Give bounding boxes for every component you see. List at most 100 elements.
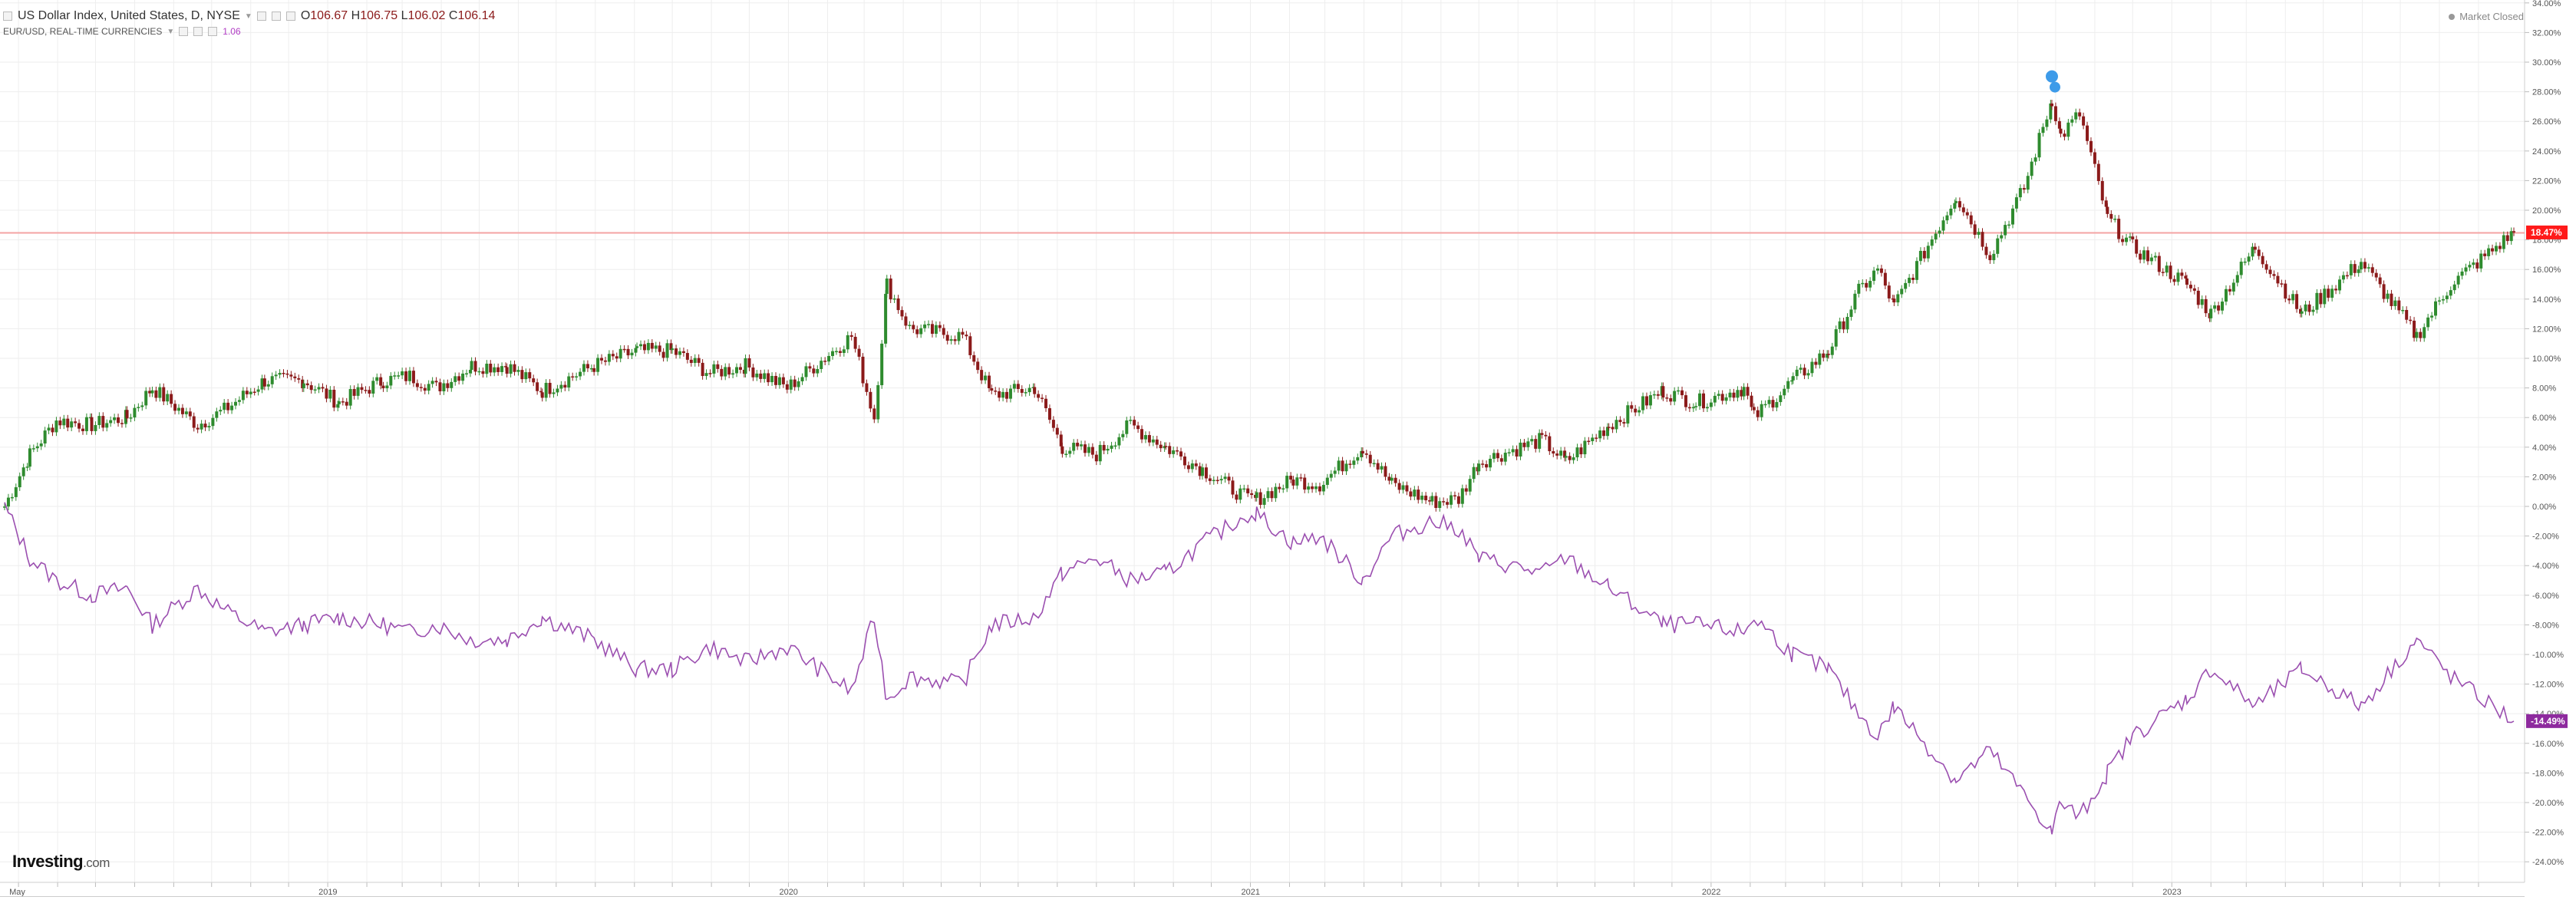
candle-body — [262, 378, 266, 387]
candle-body — [563, 384, 567, 388]
candle-body — [1790, 380, 1794, 382]
candle-body — [793, 379, 797, 387]
candle-body — [1572, 457, 1575, 460]
candle-body — [896, 298, 900, 311]
market-status-label: Market Closed — [2459, 11, 2524, 22]
candle-body — [685, 353, 689, 360]
candle-body — [2153, 255, 2157, 258]
candle-body — [1227, 476, 1231, 481]
candle-body — [2106, 206, 2109, 214]
candle-body — [1519, 442, 1522, 457]
candle-body — [446, 383, 450, 388]
candle-body — [1059, 434, 1063, 447]
candle-body — [2007, 224, 2011, 226]
candle-body — [1384, 466, 1387, 477]
candle-body — [1356, 457, 1360, 461]
candle-body — [2295, 294, 2299, 309]
event-marker-icon[interactable] — [2045, 70, 2058, 83]
candle-body — [442, 383, 446, 392]
candle-body — [1869, 281, 1872, 288]
candle-body — [885, 279, 889, 295]
candle-body — [313, 389, 317, 391]
candle-body — [2445, 295, 2449, 299]
compare-eye-icon[interactable] — [179, 27, 189, 36]
collapse-icon[interactable] — [3, 12, 12, 21]
compare-symbol-label[interactable]: EUR/USD, REAL-TIME CURRENCIES — [3, 26, 163, 37]
candle-body — [1644, 396, 1648, 406]
candle-body — [1996, 238, 2000, 254]
candle-body — [1713, 395, 1717, 403]
candle-body — [302, 383, 305, 389]
candle-body — [1456, 496, 1460, 504]
candle-body — [808, 366, 812, 369]
candle-body — [1872, 270, 1876, 282]
candle-body — [1648, 395, 1652, 406]
candle-body — [427, 384, 430, 391]
candle-body — [305, 383, 309, 386]
last-value-badge-usd: 18.47% — [2531, 227, 2562, 238]
candle-body — [481, 371, 485, 374]
main-symbol-label[interactable]: US Dollar Index, United States, D, NYSE — [18, 9, 240, 22]
candle-body — [1842, 321, 1845, 330]
candlestick-series[interactable] — [3, 100, 2515, 512]
candle-body — [2109, 213, 2113, 219]
candle-body — [289, 374, 293, 377]
candle-body — [2184, 275, 2188, 279]
candle-body — [747, 358, 751, 368]
candle-body — [1526, 441, 1530, 447]
candle-body — [2276, 275, 2280, 284]
candle-body — [2464, 267, 2468, 272]
candle-body — [945, 335, 949, 341]
candle-body — [1826, 354, 1829, 358]
candle-body — [2121, 239, 2125, 242]
candle-body — [2224, 288, 2228, 302]
compare-close-icon[interactable] — [208, 27, 218, 36]
candle-body — [1295, 477, 1299, 486]
candle-body — [980, 370, 984, 381]
candle-body — [2319, 292, 2323, 305]
candle-body — [1246, 488, 1250, 493]
candle-body — [2415, 331, 2419, 338]
candle-body — [226, 402, 230, 410]
candle-body — [1732, 392, 1736, 398]
candle-body — [1701, 393, 1705, 409]
candle-body — [2045, 119, 2049, 127]
candle-body — [2082, 116, 2086, 126]
compare-dropdown-icon[interactable]: ▼ — [167, 27, 175, 36]
close-icon[interactable] — [285, 12, 295, 21]
eye-icon[interactable] — [256, 12, 266, 21]
candle-body — [2349, 264, 2353, 275]
symbol-dropdown-icon[interactable]: ▼ — [244, 12, 252, 21]
candle-body — [397, 375, 401, 377]
candle-body — [2413, 320, 2416, 338]
candle-body — [493, 367, 496, 373]
candle-body — [419, 387, 423, 388]
candle-body — [176, 407, 180, 411]
candle-body — [1068, 450, 1072, 454]
candle-body — [1133, 420, 1136, 426]
compare-settings-icon[interactable] — [193, 27, 203, 36]
candle-body — [1492, 453, 1496, 459]
candle-body — [2345, 275, 2349, 277]
settings-icon[interactable] — [271, 12, 281, 21]
candle-body — [211, 417, 215, 427]
candle-body — [1849, 309, 1853, 318]
candle-body — [1953, 203, 1957, 209]
candle-body — [2357, 269, 2360, 273]
candle-body — [1143, 435, 1147, 440]
candle-body — [1752, 407, 1756, 410]
candle-body — [2300, 311, 2304, 314]
event-marker-icon[interactable] — [2049, 81, 2060, 93]
y-tick-label: 30.00% — [2532, 58, 2561, 68]
candle-body — [1611, 427, 1615, 430]
candle-body — [230, 405, 234, 410]
x-tick-label: 2023 — [2162, 888, 2181, 897]
eurusd-line[interactable] — [4, 502, 2515, 835]
candle-body — [1117, 437, 1121, 446]
candle-body — [1235, 494, 1239, 500]
candle-body — [2472, 262, 2475, 265]
candle-body — [2284, 283, 2287, 299]
y-tick-label: 0.00% — [2532, 503, 2556, 512]
